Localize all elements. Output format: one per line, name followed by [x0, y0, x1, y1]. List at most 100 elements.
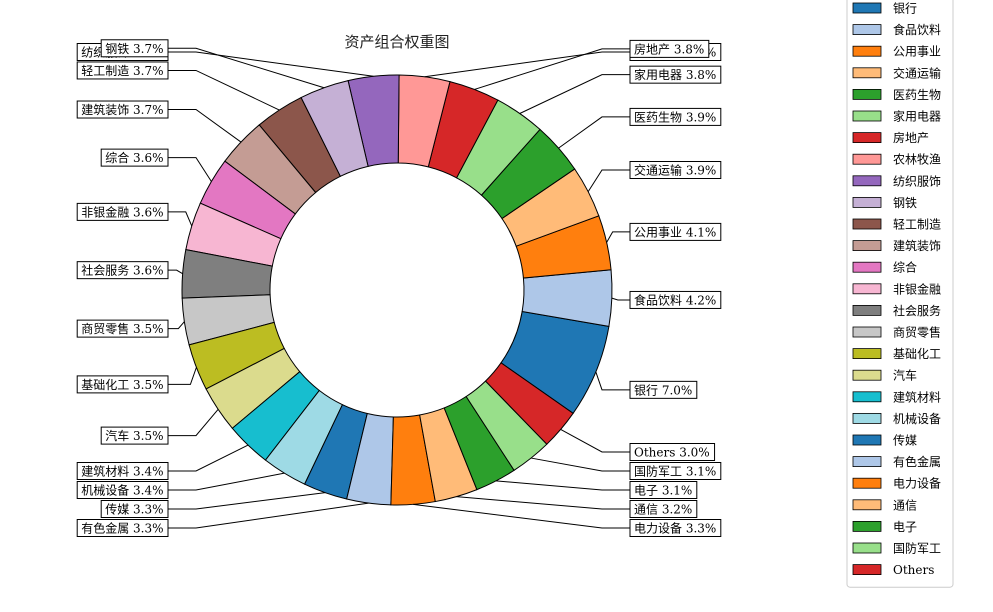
legend-label-15: 商贸零售 [893, 325, 941, 340]
label-box-23 [629, 500, 698, 518]
legend-swatch-5 [852, 110, 882, 122]
legend-swatch-21 [852, 456, 882, 468]
legend-swatch-26 [852, 564, 882, 575]
label-box-3 [629, 161, 722, 180]
legend-swatch-20 [852, 434, 882, 446]
slice-label-14: 社会服务 3.6% [81, 263, 163, 278]
legend-label-24: 电子 [893, 520, 917, 534]
leader-line-16 [168, 367, 197, 385]
label-box-18 [76, 462, 169, 480]
leader-line-21 [168, 502, 369, 529]
label-box-26 [629, 443, 716, 461]
legend-swatch-12 [852, 261, 882, 273]
label-box-20 [100, 500, 169, 518]
legend-label-4: 医药生物 [893, 88, 941, 102]
legend-label-9: 钢铁 [893, 196, 917, 210]
slice-label-22: 电力设备 3.3% [634, 522, 716, 536]
label-box-11 [76, 100, 169, 119]
leader-line-26 [560, 428, 630, 453]
leader-line-8 [168, 51, 374, 77]
legend-label-10: 轻工制造 [893, 218, 941, 232]
leader-line-22 [413, 503, 630, 529]
slice-label-16: 基础化工 3.5% [81, 378, 163, 392]
label-box-17 [100, 426, 169, 445]
leader-line-11 [168, 109, 242, 143]
label-box-14 [76, 261, 169, 280]
legend-label-19: 机械设备 [893, 411, 941, 426]
legend-swatch-2 [852, 45, 882, 57]
legend-label-17: 汽车 [893, 368, 917, 383]
label-box-0 [629, 380, 698, 399]
leader-line-10 [168, 69, 280, 111]
slice-label-2: 公用事业 4.1% [634, 225, 716, 239]
labels-layer: 纺织服饰 3.8%钢铁 3.7%轻工制造 3.7%建筑装饰 3.7%综合 3.6… [76, 39, 722, 537]
slice-label-26: Others 3.0% [634, 446, 710, 460]
legend-label-1: 食品饮料 [893, 22, 941, 37]
slice-label-24: 电子 3.1% [634, 484, 692, 498]
slice-label-13: 非银金融 3.6% [81, 204, 163, 219]
legend-swatch-4 [852, 89, 882, 100]
slice-label-25: 国防军工 3.1% [634, 464, 716, 479]
slice-label-18: 建筑材料 3.4% [81, 464, 163, 479]
leader-line-18 [168, 444, 249, 472]
slice-label-4: 医药生物 3.9% [634, 110, 716, 124]
leader-line-23 [456, 496, 630, 510]
label-box-10 [76, 61, 169, 80]
legend-label-25: 国防军工 [893, 541, 941, 556]
legend-swatch-19 [852, 412, 882, 424]
leader-line-0 [595, 371, 630, 391]
legend-swatch-7 [852, 153, 882, 165]
label-box-25 [629, 462, 722, 480]
label-box-24 [629, 481, 698, 499]
legend-swatch-16 [852, 348, 882, 360]
legend-swatch-10 [852, 218, 882, 230]
leader-line-5 [519, 74, 630, 114]
legend-label-20: 传媒 [893, 433, 917, 448]
label-box-1 [629, 290, 722, 309]
label-box-4 [629, 107, 722, 126]
leader-line-24 [495, 480, 630, 491]
leader-line-25 [531, 457, 630, 472]
leader-line-19 [168, 472, 285, 491]
slice-label-19: 机械设备 3.4% [81, 483, 163, 498]
legend-label-16: 基础化工 [893, 347, 941, 361]
label-box-5 [629, 65, 722, 84]
leader-line-20 [168, 492, 326, 510]
label-box-19 [76, 481, 169, 499]
slice-label-21: 有色金属 3.3% [81, 521, 163, 536]
legend-label-14: 社会服务 [893, 303, 941, 318]
legend-label-13: 非银金融 [893, 281, 941, 296]
label-box-9 [100, 39, 169, 58]
slice-label-23: 通信 3.2% [634, 503, 692, 517]
leader-line-12 [168, 157, 212, 182]
slice-label-15: 商贸零售 3.5% [81, 321, 163, 336]
legend-swatch-22 [852, 477, 882, 489]
leader-line-2 [606, 231, 630, 243]
legend-label-3: 交通运输 [893, 65, 941, 80]
legend: 银行食品饮料公用事业交通运输医药生物家用电器房地产农林牧渔纺织服饰钢铁轻工制造建… [846, 0, 954, 588]
label-box-22 [629, 519, 722, 537]
label-box-12 [100, 148, 169, 167]
label-box-2 [629, 222, 722, 241]
legend-label-7: 农林牧渔 [893, 153, 941, 167]
legend-label-6: 房地产 [893, 130, 929, 145]
legend-label-22: 电力设备 [893, 477, 941, 491]
slice-label-17: 汽车 3.5% [105, 428, 163, 443]
legend-swatch-25 [852, 542, 882, 554]
leader-line-4 [558, 116, 630, 149]
legend-swatch-11 [852, 240, 882, 252]
legend-swatch-3 [852, 67, 882, 79]
legend-swatch-15 [852, 326, 882, 338]
leader-line-14 [168, 269, 183, 275]
slice-label-20: 传媒 3.3% [105, 502, 163, 517]
legend-label-21: 有色金属 [893, 454, 941, 469]
legend-swatch-18 [852, 391, 882, 403]
legend-label-12: 综合 [893, 260, 917, 275]
legend-swatch-1 [852, 24, 882, 36]
legend-swatch-6 [852, 132, 882, 144]
slice-label-12: 综合 3.6% [105, 150, 163, 165]
legend-swatch-14 [852, 304, 882, 316]
legend-label-5: 家用电器 [893, 109, 941, 124]
leader-line-9 [168, 47, 325, 89]
